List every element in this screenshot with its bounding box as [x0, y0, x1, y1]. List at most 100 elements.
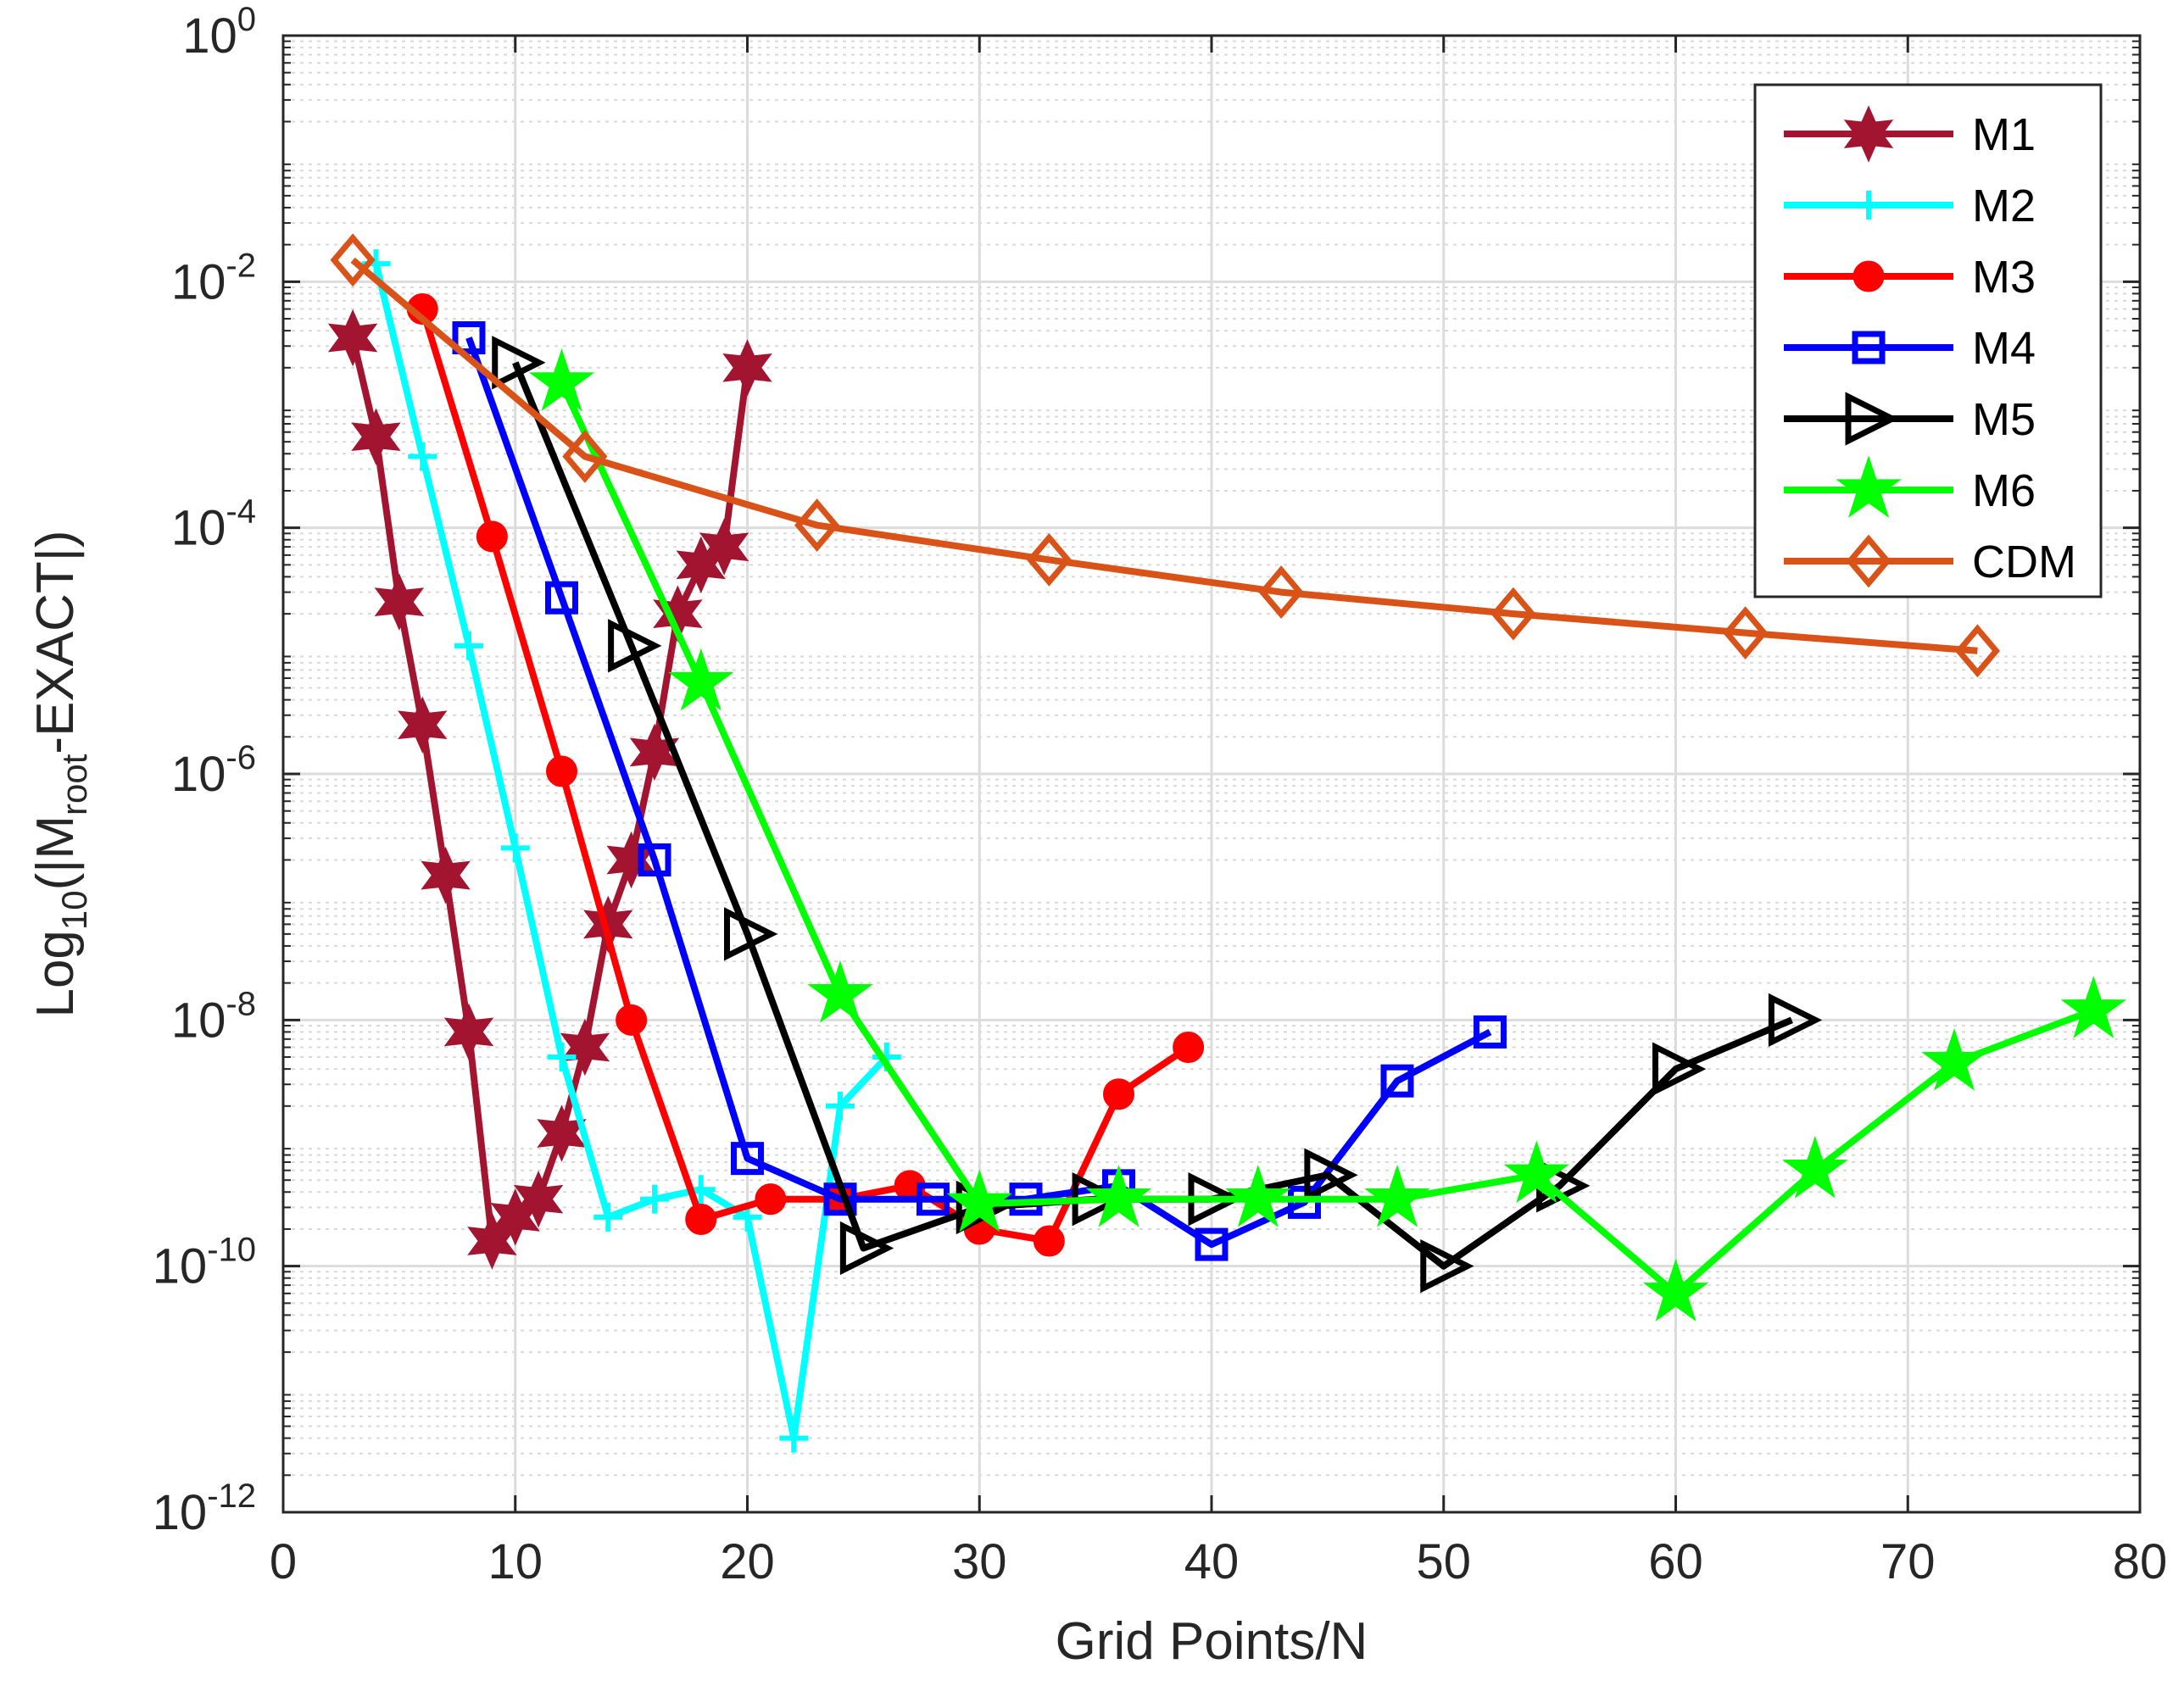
- data-point-m2: [826, 1091, 855, 1121]
- x-tick-label: 20: [720, 1534, 775, 1589]
- data-point-m5: [1304, 1148, 1358, 1202]
- data-point-cdm: [1258, 565, 1304, 619]
- y-tick-label: 10-10: [153, 1232, 256, 1294]
- data-point-m4: [1380, 1064, 1414, 1098]
- legend-entry-m6: M6: [1784, 455, 2036, 518]
- data-point-m1: [421, 846, 471, 904]
- y-tick-label: 10-12: [153, 1477, 256, 1540]
- x-tick-label: 70: [1880, 1534, 1936, 1589]
- data-point-m6: [2060, 976, 2126, 1038]
- data-point-m4: [638, 843, 671, 876]
- data-point-m2: [779, 1423, 809, 1453]
- y-tick-label-exponent: -10: [207, 1232, 256, 1269]
- x-tick-label: 50: [1416, 1534, 1471, 1589]
- legend-marker-cdm: [1846, 534, 1892, 588]
- y-tick-label-base: 10: [171, 747, 226, 802]
- series-m2: [361, 249, 901, 1453]
- data-point-m6: [1921, 1027, 1987, 1091]
- x-tick-label: 0: [270, 1534, 297, 1589]
- data-point-m5: [724, 907, 778, 961]
- data-point-cdm: [562, 430, 608, 483]
- legend-label-m4: M4: [1972, 323, 2036, 374]
- data-point-m5: [839, 1221, 894, 1276]
- legend-entry-cdm: CDM: [1784, 534, 2076, 588]
- y-tick-label-base: 10: [171, 993, 226, 1048]
- data-point-m6: [668, 648, 734, 711]
- data-point-m1: [398, 696, 448, 754]
- series-m3: [406, 293, 1205, 1257]
- y-tick-label: 100: [182, 1, 256, 64]
- legend-label-m6: M6: [1972, 465, 2036, 516]
- data-point-m6: [1503, 1140, 1570, 1204]
- data-point-m1: [560, 1018, 610, 1077]
- x-tick-label: 40: [1184, 1534, 1240, 1589]
- x-tick-label: 30: [952, 1534, 1007, 1589]
- series-line-m3: [419, 308, 1190, 1244]
- data-point-m6: [1364, 1164, 1430, 1227]
- data-point-m6: [946, 1169, 1012, 1233]
- y-axis-label-suffix: -EXACT|): [26, 530, 85, 754]
- y-tick-label-base: 10: [171, 501, 226, 556]
- data-point-m4: [1195, 1227, 1228, 1261]
- legend-label-m2: M2: [1972, 181, 2036, 231]
- series-layer: [327, 233, 2126, 1453]
- data-point-m6: [807, 960, 873, 1023]
- y-axis-label: Log10(|Mroot-EXACT|): [26, 530, 94, 1017]
- y-tick-label-base: 10: [153, 1239, 208, 1294]
- y-tick-label-exponent: -12: [207, 1477, 256, 1515]
- series-line-m2: [372, 263, 889, 1442]
- data-point-m2: [408, 442, 437, 471]
- data-point-m4: [452, 321, 486, 355]
- data-point-m2: [454, 631, 483, 660]
- legend-label-cdm: CDM: [1972, 537, 2076, 587]
- legend-label-m3: M3: [1972, 252, 2036, 303]
- legend-marker-m3: [1852, 260, 1885, 292]
- legend-label-m1: M1: [1972, 109, 2036, 160]
- data-point-m3: [616, 1004, 648, 1036]
- series-m6: [528, 348, 2126, 1322]
- legend-marker-m1: [1843, 105, 1894, 163]
- data-point-m4: [545, 581, 578, 615]
- y-tick-label: 10-4: [171, 493, 256, 556]
- series-line-cdm: [350, 257, 1978, 654]
- data-point-m6: [1224, 1164, 1291, 1227]
- y-tick-label-exponent: -8: [226, 985, 256, 1022]
- data-point-m2: [640, 1184, 669, 1214]
- series-line-m6: [558, 381, 2095, 1297]
- y-axis-label-prefix-sub: 10: [54, 890, 94, 930]
- data-point-m3: [546, 755, 577, 787]
- data-point-cdm: [1490, 587, 1536, 641]
- data-point-m3: [685, 1203, 717, 1235]
- data-point-m1: [722, 339, 772, 397]
- data-point-m6: [1642, 1259, 1709, 1322]
- ticks-layer: [281, 34, 2142, 1514]
- data-point-m5: [1768, 993, 1823, 1047]
- data-point-m1: [443, 1003, 494, 1061]
- legend-box: [1753, 83, 2103, 598]
- data-point-m1: [513, 1170, 564, 1228]
- data-point-cdm: [1723, 606, 1769, 660]
- data-point-m3: [1173, 1032, 1205, 1064]
- legend-marker-m2: [1854, 191, 1883, 220]
- data-point-m2: [547, 1043, 577, 1072]
- x-axis-label: Grid Points/N: [1056, 1612, 1368, 1671]
- legend-entry-m5: M5: [1784, 392, 2036, 446]
- data-point-m4: [731, 1142, 764, 1176]
- x-tick-label: 80: [2113, 1534, 2168, 1589]
- data-point-cdm: [1026, 532, 1072, 587]
- y-axis-label-middle-sub: root: [54, 754, 94, 815]
- data-point-m4: [916, 1182, 950, 1216]
- x-tick-label: 10: [488, 1534, 543, 1589]
- y-tick-label-exponent: 0: [237, 1, 256, 38]
- data-point-m2: [593, 1202, 623, 1232]
- y-axis-label-middle: (|M: [26, 815, 85, 890]
- data-point-m6: [1781, 1135, 1848, 1199]
- legend-marker-m6: [1836, 455, 1902, 518]
- legend-marker-m5: [1845, 392, 1899, 446]
- data-point-cdm: [330, 233, 376, 287]
- legend-marker-m4: [1852, 331, 1886, 364]
- data-point-m1: [629, 723, 680, 782]
- data-point-m4: [1474, 1015, 1507, 1049]
